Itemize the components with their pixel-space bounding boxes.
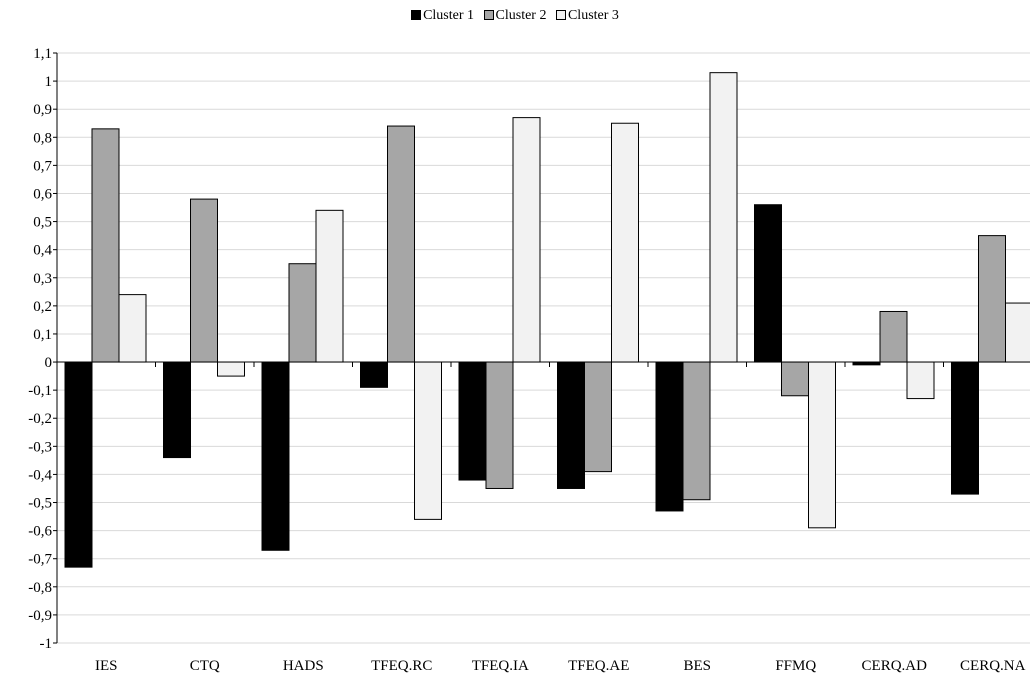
y-tick-label: 0,6 [33,186,52,202]
y-tick-label: 0,5 [33,215,52,231]
axes [53,52,1030,644]
gridlines [57,52,1030,644]
legend-item-cluster-3: Cluster 3 [555,8,619,24]
bar-cluster-1-ctq [163,361,191,459]
x-tick-label: CERQ.NA [960,658,1026,674]
legend-label-cluster-3: Cluster 3 [567,8,619,23]
legend-item-cluster-1: Cluster 1 [411,8,474,24]
bar-cluster-1-tfeq-ae [557,361,585,489]
legend-swatch-cluster-2 [483,10,494,20]
legend-item-cluster-2: Cluster 2 [483,8,547,24]
bar-cluster-2-ffmq [781,361,809,397]
bar-cluster-3-bes [709,72,738,363]
y-tick-label: -0,1 [28,383,52,399]
bar-cluster-1-bes [655,361,684,512]
y-tick-label: 1 [45,74,53,90]
legend-label-cluster-1: Cluster 1 [423,8,475,23]
x-tick-label: BES [683,658,711,674]
x-tick-label: TFEQ.AE [568,658,629,674]
y-tick-label: -0,3 [28,439,52,455]
bar-cluster-2-ies [91,128,120,363]
bar-cluster-1-tfeq-ia [458,361,487,481]
y-tick-label: -0,6 [28,524,52,540]
y-tick-label: -0,2 [28,411,52,427]
bar-cluster-1-cerq-na [951,361,979,495]
bar-cluster-1-ies [64,361,93,568]
bar-cluster-3-ies [118,294,147,363]
bar-cluster-3-tfeq-rc [414,361,442,520]
y-tick-label: 0,8 [33,130,52,146]
y-tick-label: -0,5 [28,496,52,512]
bar-cluster-3-tfeq-ia [512,117,541,363]
x-tick-label: CERQ.AD [862,658,928,674]
y-tick-label: -0,9 [28,608,52,624]
bar-cluster-3-hads [315,209,344,363]
x-tick-label: TFEQ.IA [472,658,529,674]
bar-cluster-3-tfeq-ae [611,122,639,363]
bar-cluster-2-ctq [190,198,218,363]
y-tick-label: 0,7 [33,158,52,174]
y-tick-label: -0,8 [28,580,52,596]
y-tick-label: -0,4 [28,467,52,483]
y-tick-label: 0,3 [33,271,52,287]
x-tick-label: IES [95,658,118,674]
bar-cluster-1-hads [261,361,290,551]
legend: Cluster 1 Cluster 2 Cluster 3 [0,8,1030,24]
bar-cluster-2-hads [288,263,317,363]
bar-cluster-2-tfeq-rc [387,125,415,363]
y-tick-labels: -1 -0,9 -0,8 -0,7 -0,6 -0,5 -0,4 -0,3 -0,2 -0,1 0 0… [28,46,52,652]
bar-cluster-3-ctq [217,361,245,377]
y-tick-label: 0 [45,355,53,371]
y-tick-label: -0,7 [28,552,52,568]
x-tick-label: CTQ [190,658,220,674]
legend-swatch-cluster-1 [411,10,422,20]
bar-cluster-2-tfeq-ia [485,361,514,489]
bar-cluster-2-cerq-ad [879,310,908,363]
legend-swatch-cluster-3 [555,10,566,20]
x-tick-label: HADS [283,658,324,674]
y-tick-label: 1,1 [33,46,52,62]
bar-cluster-2-cerq-na [978,235,1006,363]
bar-cluster-3-cerq-ad [906,361,935,400]
y-tick-label: 0,4 [33,243,52,259]
bar-cluster-3-ffmq [808,361,836,529]
bars [64,72,1030,568]
legend-label-cluster-2: Cluster 2 [495,8,547,23]
bar-cluster-1-tfeq-rc [360,361,388,388]
y-tick-label: -1 [40,636,53,652]
x-tick-label: FFMQ [775,658,816,674]
x-tick-labels: IES CTQ HADS TFEQ.RC TFEQ.IA TFEQ.AE BES FFMQ CE… [95,658,1026,674]
y-tick-label: 0,1 [33,327,52,343]
bar-cluster-2-bes [682,361,711,501]
bar-cluster-2-tfeq-ae [584,361,612,473]
x-tick-label: TFEQ.RC [371,658,432,674]
bar-cluster-3-cerq-na [1005,302,1030,363]
y-tick-label: 0,9 [33,102,52,118]
y-tick-label: 0,2 [33,299,52,315]
bar-cluster-1-ffmq [754,204,782,363]
